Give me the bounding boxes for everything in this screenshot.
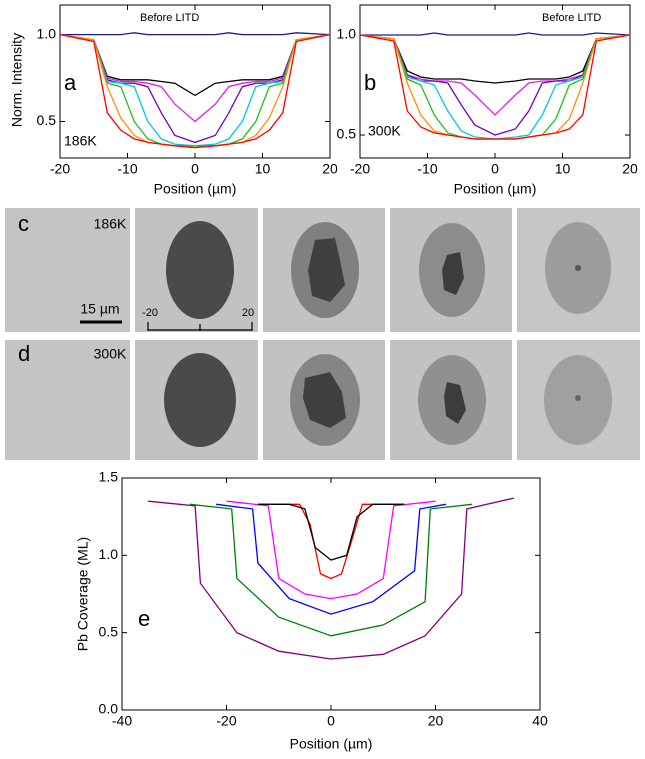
hole	[308, 238, 345, 302]
ruler	[147, 322, 253, 331]
hole	[442, 252, 464, 295]
plot-frame	[121, 477, 541, 711]
y-tick-label: 0.5	[99, 623, 119, 639]
y-tick-label: 1.5	[99, 469, 119, 485]
x-tick-label: 0	[327, 713, 335, 729]
data-line	[148, 497, 515, 660]
data-line	[216, 503, 447, 615]
data-line	[60, 33, 330, 147]
hole	[303, 372, 346, 428]
hole	[575, 395, 581, 401]
y-tick-label: 0.0	[99, 701, 119, 717]
reference-label: Before LITD	[542, 12, 601, 24]
data-line	[189, 503, 473, 637]
x-tick-label: 0	[191, 161, 199, 177]
x-tick-label: 10	[255, 161, 271, 177]
plot-frame	[59, 4, 331, 159]
data-line	[60, 33, 330, 149]
x-tick-label: -10	[417, 161, 437, 177]
x-axis-label: Position (µm)	[290, 736, 373, 752]
x-tick-label: -20	[350, 161, 370, 177]
panel-label: c	[18, 211, 29, 236]
data-line	[360, 34, 630, 84]
image-tile	[5, 208, 130, 332]
x-tick-label: 20	[622, 161, 638, 177]
y-axis-label: Pb Coverage (ML)	[75, 537, 91, 651]
ruler-label: -20	[142, 307, 158, 319]
data-line	[60, 33, 330, 149]
temperature-label: 300K	[94, 346, 127, 362]
y-tick-label: 1.0	[337, 26, 357, 42]
panel-label: e	[138, 606, 150, 631]
x-tick-label: 0	[491, 161, 499, 177]
data-line	[226, 500, 436, 600]
x-tick-label: 40	[532, 713, 548, 729]
micrographs: c 186K d 300K 15 µm -20 20	[5, 208, 640, 460]
desorbed-spot	[164, 353, 236, 447]
data-line	[257, 503, 405, 561]
data-line	[60, 33, 330, 147]
x-tick-label: -10	[117, 161, 137, 177]
data-line	[360, 34, 630, 140]
data-line	[360, 32, 630, 36]
x-axis-label: Position (µm)	[454, 181, 537, 197]
data-line	[60, 33, 330, 123]
y-tick-label: 0.5	[37, 112, 57, 128]
data-line	[257, 503, 405, 580]
hole	[444, 382, 466, 424]
y-tick-label: 1.0	[99, 546, 119, 562]
y-tick-label: 0.5	[337, 126, 357, 142]
data-line	[60, 33, 330, 144]
y-axis-label: Norm. Intensity	[9, 33, 25, 127]
reference-label: Before LITD	[140, 12, 199, 24]
data-line	[360, 34, 630, 136]
x-axis-label: Position (µm)	[154, 181, 237, 197]
panel-label: a	[64, 70, 77, 95]
panel-label: b	[364, 70, 376, 95]
x-tick-label: -40	[112, 713, 132, 729]
temperature-label: 186K	[64, 133, 97, 149]
scale-bar-label: 15 µm	[80, 301, 119, 317]
data-line	[60, 33, 330, 97]
data-line	[360, 34, 630, 116]
image-tile	[5, 340, 130, 460]
desorbed-spot	[166, 221, 234, 319]
temperature-label: 300K	[368, 123, 401, 139]
x-tick-label: 20	[322, 161, 338, 177]
hole	[575, 265, 581, 271]
x-tick-label: 20	[428, 713, 444, 729]
y-tick-label: 1.0	[37, 25, 57, 41]
panel-label: d	[18, 341, 30, 366]
ruler-label: 20	[242, 307, 254, 319]
x-tick-label: -20	[50, 161, 70, 177]
temperature-label: 186K	[94, 216, 127, 232]
x-tick-label: 10	[555, 161, 571, 177]
x-tick-label: -20	[216, 713, 236, 729]
data-line	[60, 32, 330, 36]
